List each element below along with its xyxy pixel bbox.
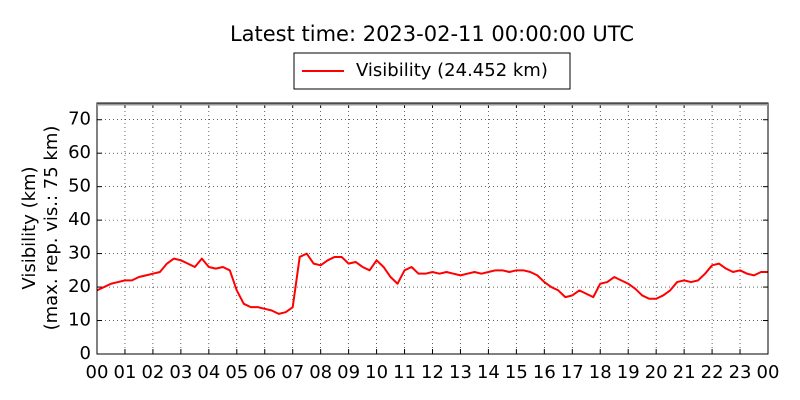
plot-frame: [96, 102, 769, 355]
x-tick-label: 16: [533, 362, 556, 383]
legend-label: Visibility (24.452 km): [356, 60, 548, 81]
x-tick-label: 00: [86, 362, 109, 383]
chart-title: Latest time: 2023-02-11 00:00:00 UTC: [230, 22, 634, 46]
x-tick-label: 17: [561, 362, 584, 383]
x-tick-label: 22: [701, 362, 724, 383]
y-tick-label: 50: [68, 176, 91, 197]
data-line: [96, 252, 768, 315]
x-tick-label: 15: [505, 362, 528, 383]
x-tick-label: 00: [757, 362, 780, 383]
y-tick-label: 20: [68, 276, 91, 297]
x-tick-label: 20: [645, 362, 668, 383]
x-tick-label: 11: [393, 362, 416, 383]
y-tick-label: 0: [80, 343, 91, 364]
x-tick-label: 13: [449, 362, 472, 383]
y-axis-label-line: (max. rep. vis.: 75 km): [41, 126, 62, 331]
x-tick-label: 09: [337, 362, 360, 383]
x-tick-label: 12: [421, 362, 444, 383]
x-tick-label: 14: [477, 362, 500, 383]
x-tick-label: 03: [169, 362, 192, 383]
x-tick-label: 01: [114, 362, 137, 383]
y-axis-label-line: Visibility (km): [19, 166, 40, 289]
x-tick-label: 23: [729, 362, 752, 383]
y-tick-label: 70: [68, 109, 91, 130]
x-tick-label: 02: [141, 362, 164, 383]
x-tick-label: 21: [673, 362, 696, 383]
x-tick-label: 10: [365, 362, 388, 383]
x-tick-label: 06: [253, 362, 276, 383]
legend: Visibility (24.452 km): [293, 52, 571, 90]
y-axis-label: Visibility (km) (max. rep. vis.: 75 km): [19, 126, 62, 331]
y-tick-label: 30: [68, 243, 91, 264]
y-tick-label: 60: [68, 142, 91, 163]
x-tick-label: 18: [589, 362, 612, 383]
x-tick-label: 07: [281, 362, 304, 383]
x-tick-label: 05: [225, 362, 248, 383]
y-tick-label: 40: [68, 209, 91, 230]
x-tick-label: 04: [197, 362, 220, 383]
x-tick-label: 08: [309, 362, 332, 383]
x-tick-label: 19: [617, 362, 640, 383]
y-tick-label: 10: [68, 310, 91, 331]
